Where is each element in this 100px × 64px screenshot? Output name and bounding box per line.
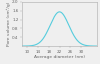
X-axis label: Average diameter (nm): Average diameter (nm): [34, 55, 85, 59]
Y-axis label: Pore volume (cm³/g): Pore volume (cm³/g): [6, 2, 11, 46]
